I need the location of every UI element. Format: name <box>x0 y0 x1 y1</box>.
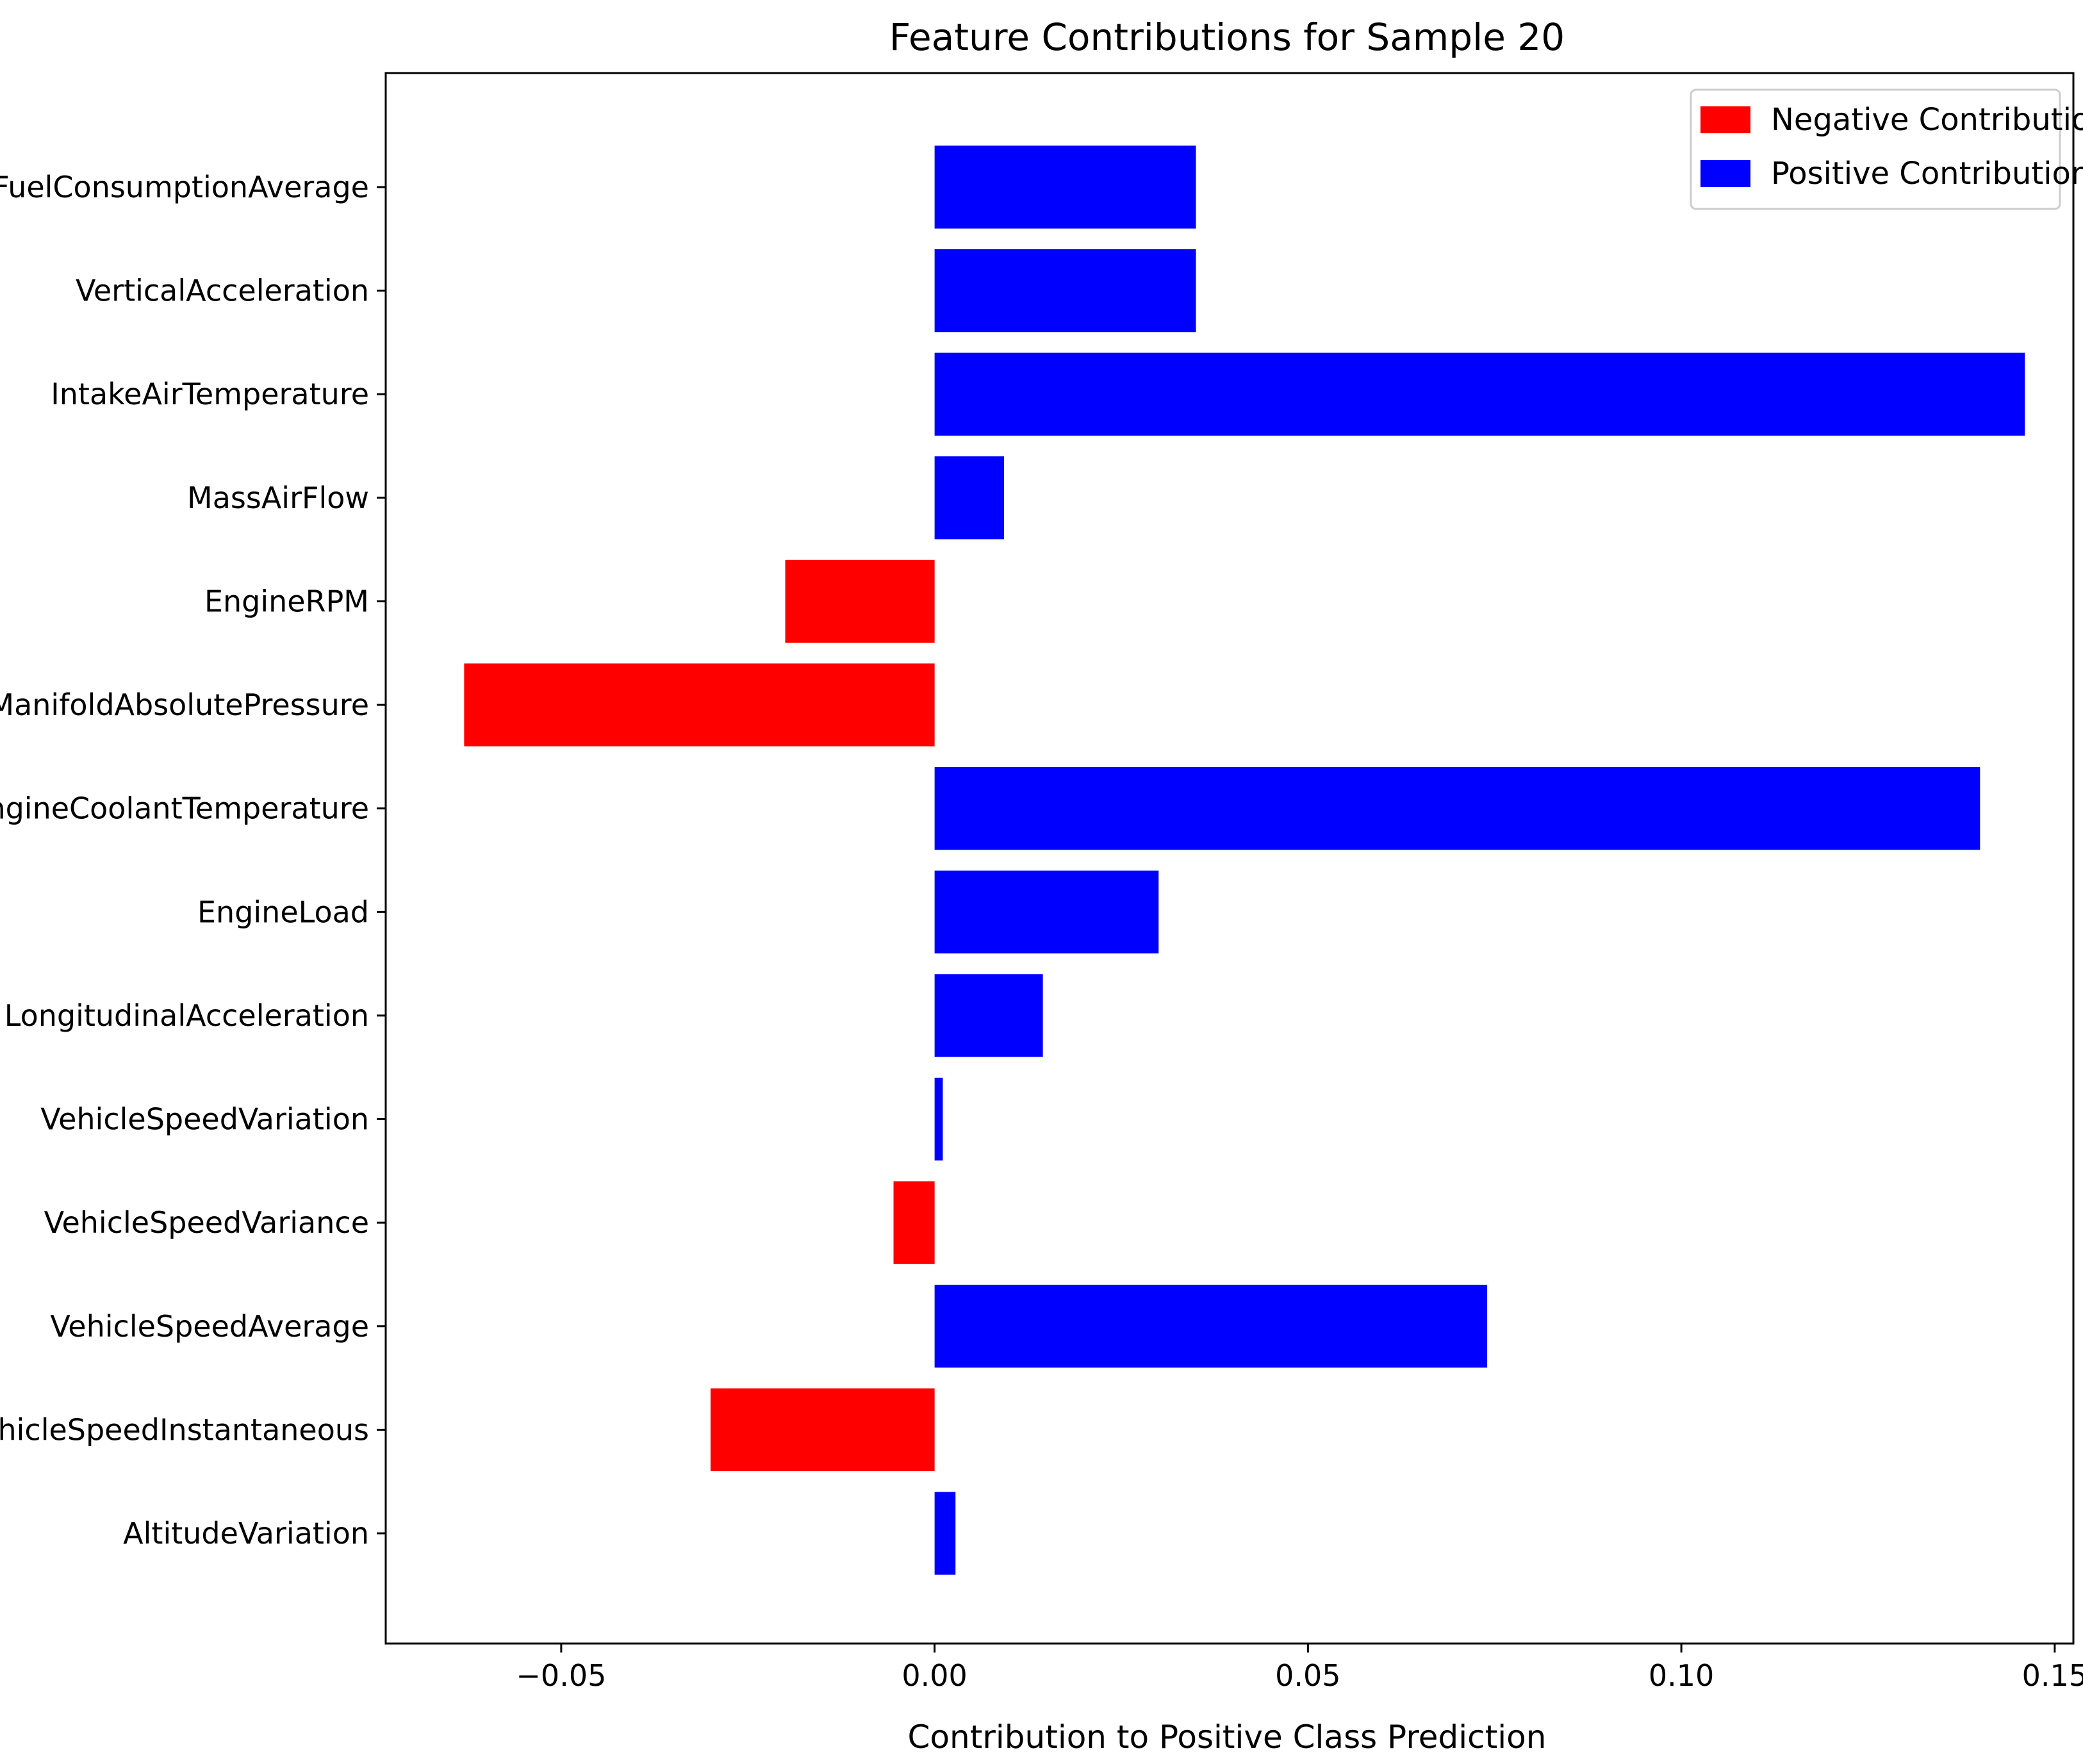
y-tick-label-LongitudinalAcceleration: LongitudinalAcceleration <box>4 998 369 1033</box>
y-tick-label-EngineCoolantTemperature: EngineCoolantTemperature <box>0 791 369 826</box>
legend-label-negative: Negative Contribution <box>1771 102 2083 138</box>
bar-group <box>464 145 2025 1575</box>
y-tick-label-VerticalAcceleration: VerticalAcceleration <box>76 274 369 308</box>
y-tick-label-MassAirFlow: MassAirFlow <box>187 481 369 515</box>
y-tick-label-EngineRPM: EngineRPM <box>204 584 369 618</box>
legend-box <box>1690 88 2061 210</box>
bar-MassAirFlow <box>934 456 1005 540</box>
bar-EngineCoolantTemperature <box>934 767 1980 850</box>
bar-AltitudeVariation <box>934 1492 956 1575</box>
y-axis: FuelConsumptionAverage VerticalAccelerati… <box>0 170 386 1551</box>
plot-frame <box>384 72 2075 1645</box>
x-tick-label-1: 0.00 <box>902 1658 967 1693</box>
bar-EngineLoad <box>934 870 1159 953</box>
legend-swatch-positive <box>1700 160 1750 187</box>
y-tick-label-VehicleSpeedVariation: VehicleSpeedVariation <box>40 1102 369 1137</box>
bar-EngineRPM <box>785 559 935 643</box>
x-axis: −0.05 0.00 0.05 0.10 0.15 <box>516 1644 2083 1693</box>
y-tick-label-IntakeAirTemperature: IntakeAirTemperature <box>51 377 369 411</box>
x-tick-label-3: 0.10 <box>1649 1658 1714 1693</box>
chart-title: Feature Contributions for Sample 20 <box>889 15 1565 59</box>
legend: Negative Contribution Positive Contribut… <box>1690 88 2083 210</box>
legend-swatch-negative <box>1700 106 1750 133</box>
x-tick-label-0: −0.05 <box>516 1658 606 1693</box>
legend-label-positive: Positive Contribution <box>1771 156 2083 192</box>
bar-VehicleSpeedVariation <box>934 1077 943 1161</box>
bar-VehicleSpeedInstantaneous <box>710 1388 935 1472</box>
bar-VerticalAcceleration <box>934 249 1196 333</box>
bar-VehicleSpeedAverage <box>934 1285 1488 1368</box>
y-tick-label-FuelConsumptionAverage: FuelConsumptionAverage <box>0 170 369 204</box>
bar-FuelConsumptionAverage <box>934 145 1196 229</box>
y-tick-label-AltitudeVariation: AltitudeVariation <box>123 1516 369 1551</box>
bar-VehicleSpeedVariance <box>893 1181 935 1264</box>
y-tick-label-VehicleSpeedInstantaneous: VehicleSpeedInstantaneous <box>0 1412 369 1447</box>
bar-IntakeAirTemperature <box>934 352 2025 436</box>
y-tick-label-ManifoldAbsolutePressure: ManifoldAbsolutePressure <box>0 688 369 722</box>
bar-LongitudinalAcceleration <box>934 974 1043 1057</box>
y-tick-label-VehicleSpeedAverage: VehicleSpeedAverage <box>50 1309 369 1344</box>
bar-ManifoldAbsolutePressure <box>464 663 935 746</box>
y-tick-label-EngineLoad: EngineLoad <box>197 894 369 929</box>
y-tick-label-VehicleSpeedVariance: VehicleSpeedVariance <box>44 1205 369 1240</box>
x-tick-label-4: 0.15 <box>2022 1658 2083 1693</box>
x-tick-label-2: 0.05 <box>1275 1658 1340 1693</box>
x-axis-label: Contribution to Positive Class Predictio… <box>908 1719 1547 1756</box>
